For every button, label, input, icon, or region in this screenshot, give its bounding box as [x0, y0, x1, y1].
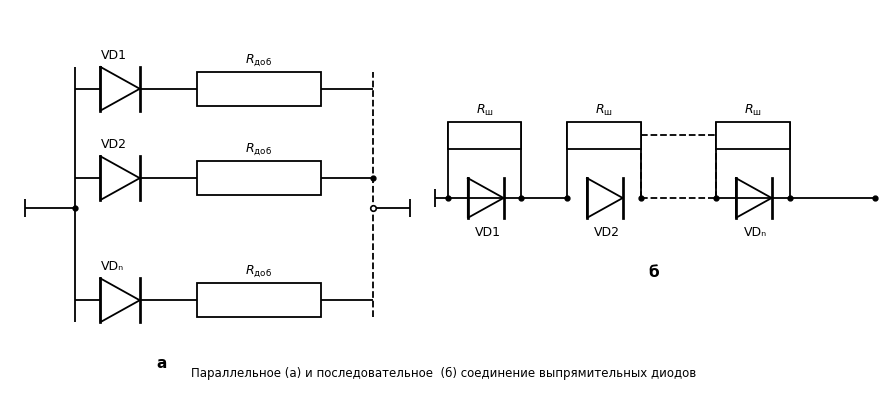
- Text: $R_{\rm{доб}}$: $R_{\rm{доб}}$: [245, 141, 273, 157]
- Text: VD2: VD2: [100, 138, 126, 151]
- Text: б: б: [648, 265, 659, 280]
- Bar: [197, 283, 321, 317]
- Text: $R_{\rm{доб}}$: $R_{\rm{доб}}$: [245, 263, 273, 279]
- Text: VDₙ: VDₙ: [744, 226, 767, 239]
- Bar: [197, 161, 321, 195]
- Text: VD1: VD1: [100, 49, 126, 62]
- Text: а: а: [157, 356, 167, 371]
- Text: Параллельное (а) и последовательное  (б) соединение выпрямительных диодов: Параллельное (а) и последовательное (б) …: [192, 367, 696, 380]
- Text: VDₙ: VDₙ: [100, 261, 123, 274]
- Bar: [197, 72, 321, 106]
- Text: $R_{\rm{ш}}$: $R_{\rm{ш}}$: [595, 103, 613, 118]
- Bar: [716, 121, 789, 149]
- Bar: [448, 121, 521, 149]
- Text: $R_{\rm{доб}}$: $R_{\rm{доб}}$: [245, 52, 273, 68]
- Text: $R_{\rm{ш}}$: $R_{\rm{ш}}$: [476, 103, 494, 118]
- Text: $R_{\rm{ш}}$: $R_{\rm{ш}}$: [744, 103, 762, 118]
- Bar: [567, 121, 640, 149]
- Text: VD2: VD2: [594, 226, 620, 239]
- Text: VD1: VD1: [475, 226, 501, 239]
